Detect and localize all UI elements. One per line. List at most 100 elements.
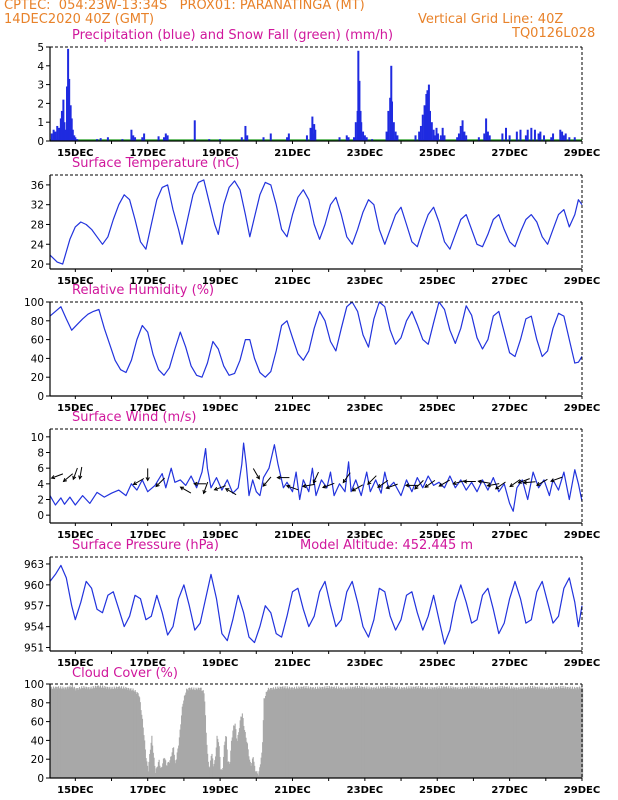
cloud-bar (314, 688, 316, 778)
wind-direction-arrow (424, 479, 436, 488)
cloud-bar (55, 686, 57, 778)
cloud-bar (432, 689, 435, 778)
cloud-bar (299, 688, 301, 778)
cloud-bar (126, 689, 128, 778)
cloud-bar (303, 686, 305, 778)
wind-arrow-shaft (478, 480, 491, 484)
cloud-bar (398, 686, 400, 778)
cloud-bar (441, 687, 443, 778)
cloud-bar (500, 688, 502, 778)
cloud-bar (199, 687, 201, 778)
precip-bar (419, 125, 422, 141)
cloud-bar (407, 688, 409, 778)
precip-bar (64, 129, 67, 141)
cloud-bar (386, 687, 388, 778)
wind-arrow-head (351, 487, 356, 492)
rh-x-tick-label: 25DEC (419, 403, 455, 414)
cloud-bar (304, 688, 306, 778)
cloud-bar (99, 686, 101, 778)
cloud-bar (262, 720, 264, 778)
cloud-bar (105, 687, 107, 778)
cloud-bar (102, 687, 104, 778)
cloud-bar (114, 687, 116, 778)
cloud-bar (209, 767, 211, 778)
cloud-bar (173, 747, 175, 778)
wind-direction-arrow (517, 478, 530, 484)
cloud-bar (306, 688, 308, 778)
cloud-bar (259, 764, 262, 778)
cloud-bar (251, 758, 254, 778)
temp-x-tick-label: 29DEC (564, 276, 600, 287)
cloud-bar (498, 687, 500, 778)
cloud-y-tick-label: 40 (31, 735, 44, 747)
cloud-bar (354, 687, 356, 778)
precip-bar (60, 110, 63, 141)
cloud-bar (136, 693, 138, 778)
wind-y-tick-label: 8 (37, 448, 44, 460)
cloud-bar (241, 713, 243, 778)
wind-direction-arrow (202, 481, 209, 495)
cloud-bar (124, 689, 126, 778)
cloud-bar (482, 686, 484, 778)
cloud-bar (152, 745, 154, 778)
wind-arrow-shaft (352, 484, 364, 492)
cloud-bar (255, 772, 257, 778)
wind-arrow-shaft (367, 475, 377, 485)
cloud-bar (469, 686, 471, 778)
wind-arrow-shaft (495, 481, 506, 490)
cloud-bar (97, 685, 99, 778)
cloud-bar (389, 686, 391, 778)
wind-arrow-shaft (550, 476, 563, 482)
cloud-bar (295, 688, 297, 778)
cloud-bar (474, 688, 476, 778)
cloud-bar (254, 771, 256, 778)
precip-bar (76, 139, 79, 141)
precip-bar (385, 131, 388, 141)
cloud-bar (248, 756, 250, 778)
cloud-bar (260, 757, 262, 778)
cloud-bar (439, 688, 441, 778)
cloud-bar (228, 763, 230, 778)
wind-direction-arrow (351, 484, 364, 492)
cloud-bar (69, 685, 71, 778)
cloud-bar (329, 687, 331, 778)
wind-arrow-head (377, 483, 382, 488)
cloud-bar (316, 688, 318, 778)
wind-direction-arrow (477, 479, 491, 484)
cloud-bar (279, 686, 281, 778)
cloud-bar (466, 686, 469, 778)
cloud-bar (440, 688, 442, 778)
cloud-bar (578, 687, 580, 778)
temp-x-tick-label: 21DEC (274, 276, 310, 287)
precip-bar (396, 135, 399, 141)
cloud-bar (109, 686, 111, 778)
cloud-bar (476, 686, 478, 778)
precip-bar (463, 131, 466, 141)
precip-bar (134, 137, 137, 141)
cloud-bar (574, 688, 576, 778)
precip-bar (524, 135, 527, 141)
cloud-bar (139, 697, 141, 778)
cloud-bar (487, 686, 490, 778)
cloud-bar (319, 686, 321, 778)
rh-x-tick-label: 17DEC (130, 403, 166, 414)
cloud-bar (412, 686, 414, 778)
precip-bar (443, 135, 446, 141)
cloud-bar (414, 688, 416, 778)
cloud-bar (490, 686, 492, 778)
cloud-bar (453, 687, 455, 778)
precip-bar (371, 139, 374, 141)
cloud-bar (568, 689, 570, 778)
precip-bar (63, 122, 66, 141)
cloud-x-tick-label: 21DEC (274, 785, 310, 796)
cloud-bar (390, 688, 393, 778)
wind-arrow-shaft (180, 486, 192, 494)
precip-bar (483, 133, 486, 141)
cloud-bar (376, 688, 378, 778)
precip-bar (387, 110, 390, 141)
cloud-bar (200, 687, 202, 778)
cloud-bar (57, 686, 59, 778)
cloud-bar (448, 688, 450, 778)
cloud-bar (106, 686, 108, 778)
cloud-bar (134, 690, 136, 778)
